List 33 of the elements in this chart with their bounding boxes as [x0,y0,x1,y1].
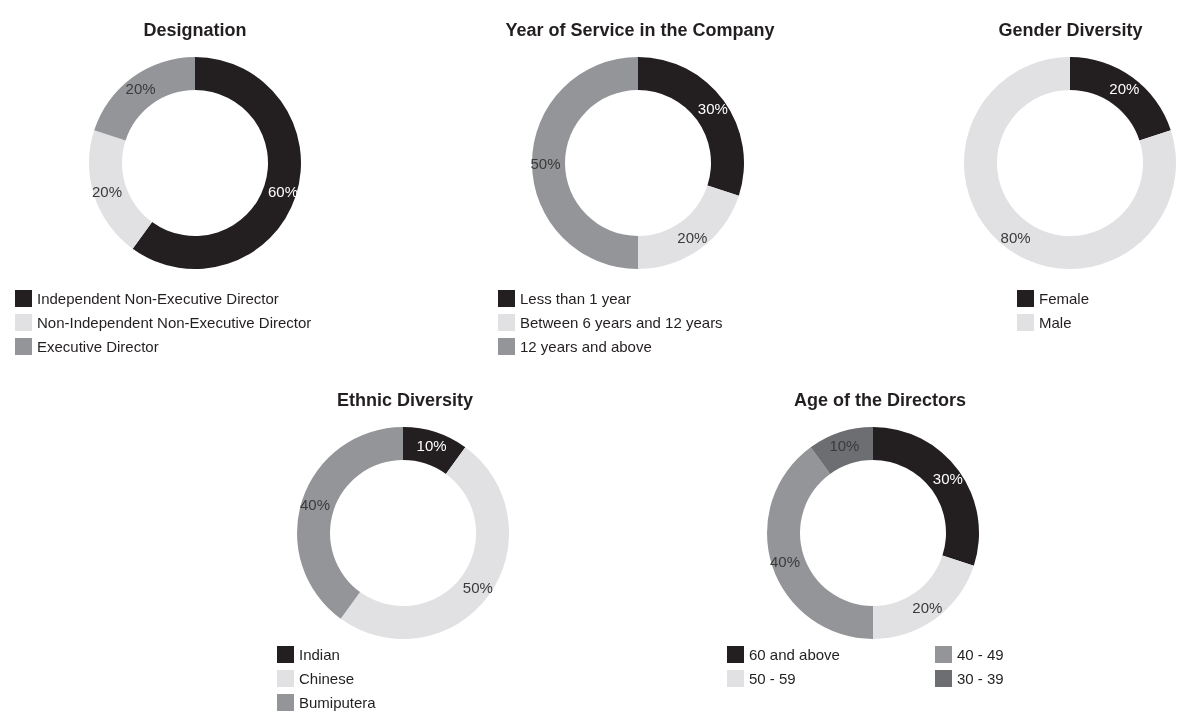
legend-label: Independent Non-Executive Director [37,290,279,307]
data-label: 20% [1109,79,1140,97]
data-label: 50% [462,578,493,596]
data-label: 10% [416,436,447,454]
data-label: 20% [92,183,123,201]
legend-label: Executive Director [37,338,159,355]
legend-label: Male [1039,314,1072,331]
data-label: 60% [267,183,298,201]
legend-label: Indian [299,646,340,663]
legend-label: Non-Independent Non-Executive Director [37,314,312,331]
chart-title: Gender Diversity [998,20,1143,40]
data-label: 40% [770,553,801,571]
data-label: 80% [1000,229,1031,247]
legend-label: Female [1039,290,1090,307]
legend-label: 50 - 59 [749,670,796,687]
chart-title: Ethnic Diversity [336,390,474,410]
data-label: 20% [912,599,943,617]
legend-label: Between 6 years and 12 years [520,314,723,331]
legend-label: 40 - 49 [957,646,1004,663]
data-label: 20% [677,229,708,247]
data-label: 20% [125,79,156,97]
chart-title: Designation [143,20,247,40]
data-label: 30% [697,100,728,118]
legend-label: Less than 1 year [520,290,631,307]
legend-label: 60 and above [749,646,840,663]
data-label: 40% [300,495,331,513]
chart-title: Year of Service in the Company [505,20,775,40]
legend-label: Bumiputera [299,694,377,711]
legend-label: 30 - 39 [957,670,1004,687]
legend-label: 12 years and above [520,338,652,355]
data-label: 30% [932,470,963,488]
legend-label: Chinese [299,670,355,687]
chart-title: Age of the Directors [793,390,967,410]
